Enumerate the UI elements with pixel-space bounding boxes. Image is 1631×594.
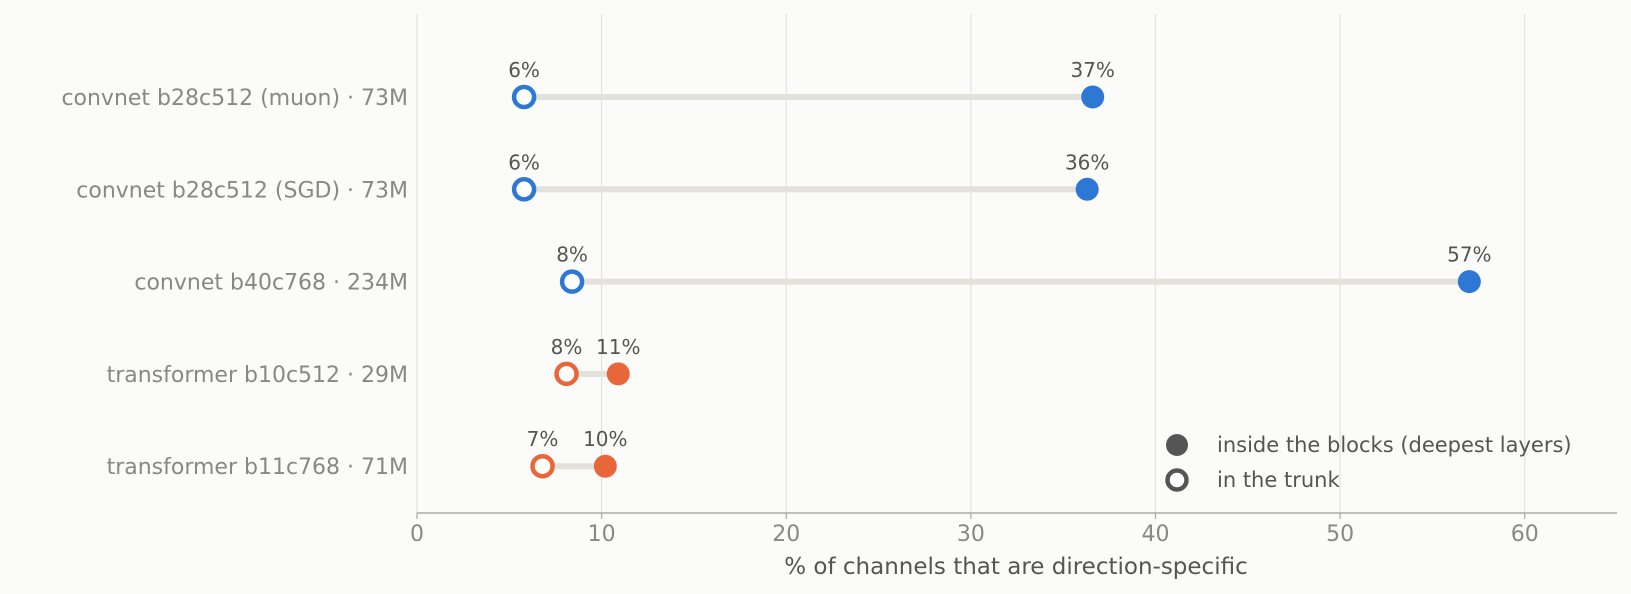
legend: inside the blocks (deepest layers) in the… xyxy=(1165,433,1572,492)
trunk-point xyxy=(511,84,537,110)
category-label: convnet b40c768 · 234M xyxy=(134,271,408,296)
blocks-point xyxy=(1075,177,1099,201)
chart-marks: 6% 37% 6% 36% 8% 57% 8% 11% 7% 10% xyxy=(508,58,1492,479)
trunk-value-label: 8% xyxy=(556,243,588,267)
blocks-value-label: 36% xyxy=(1065,150,1109,174)
trunk-point xyxy=(554,361,579,387)
blocks-point xyxy=(606,362,630,386)
x-tick-label: 30 xyxy=(957,522,985,547)
category-label: convnet b28c512 (SGD) · 73M xyxy=(76,178,408,203)
legend-label: in the trunk xyxy=(1217,468,1340,492)
blocks-value-label: 37% xyxy=(1070,58,1114,82)
blocks-value-label: 11% xyxy=(596,335,640,359)
x-tick-label: 0 xyxy=(410,522,424,547)
x-tick-label: 40 xyxy=(1141,522,1169,547)
blocks-point xyxy=(1457,270,1481,294)
x-tick-label: 50 xyxy=(1326,522,1354,547)
category-label: transformer b11c768 · 71M xyxy=(107,455,408,480)
blocks-point xyxy=(1081,85,1105,109)
trunk-point xyxy=(511,177,537,202)
trunk-point xyxy=(559,269,585,294)
trunk-value-label: 6% xyxy=(508,58,540,82)
trunk-value-label: 8% xyxy=(551,335,583,359)
trunk-value-label: 7% xyxy=(527,427,559,451)
x-axis-ticks: 0 10 20 30 40 50 60 xyxy=(410,513,1539,547)
legend-label: inside the blocks (deepest layers) xyxy=(1217,433,1572,457)
category-labels: convnet b28c512 (muon) · 73M convnet b28c… xyxy=(61,86,408,480)
x-tick-label: 60 xyxy=(1511,522,1539,547)
blocks-point xyxy=(593,454,617,478)
blocks-value-label: 57% xyxy=(1447,243,1491,267)
category-label: transformer b10c512 · 29M xyxy=(107,363,408,388)
category-label: convnet b28c512 (muon) · 73M xyxy=(61,86,408,111)
x-axis-label: % of channels that are direction-specifi… xyxy=(784,554,1247,580)
x-tick-label: 20 xyxy=(772,522,800,547)
legend-marker-hollow xyxy=(1165,468,1189,492)
blocks-value-label: 10% xyxy=(583,427,627,451)
trunk-value-label: 6% xyxy=(508,150,540,174)
trunk-point xyxy=(530,453,555,479)
legend-marker-filled xyxy=(1166,434,1188,456)
x-tick-label: 10 xyxy=(588,522,616,547)
